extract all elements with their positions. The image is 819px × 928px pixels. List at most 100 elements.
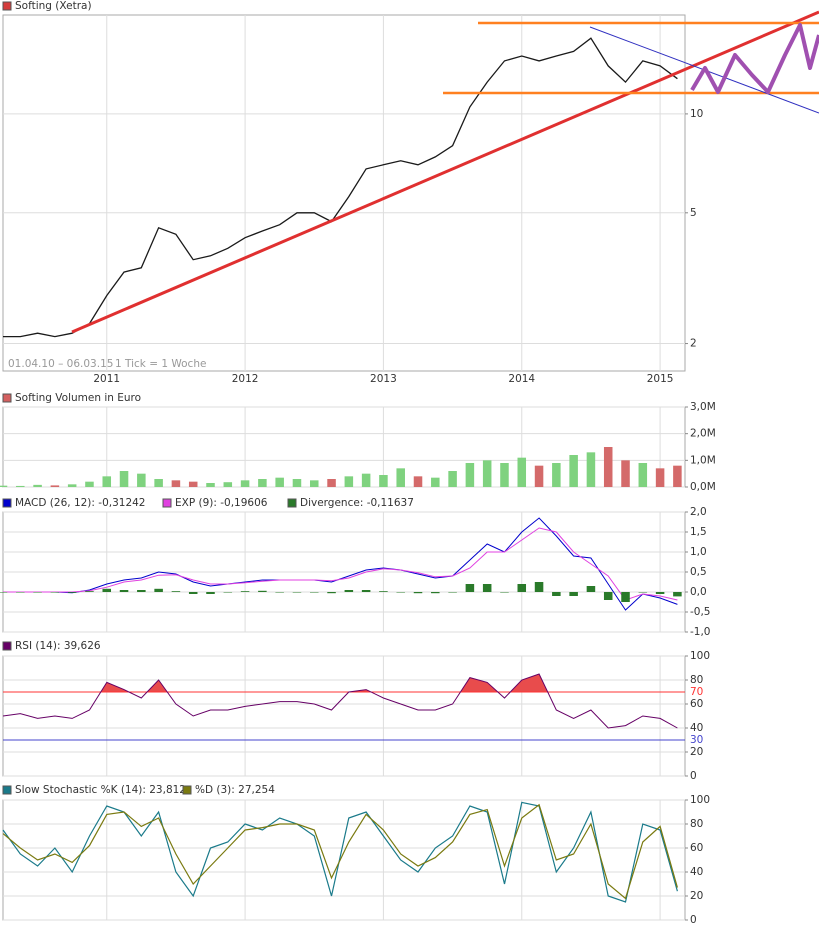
bar — [223, 592, 233, 593]
y-tick-label: 60 — [690, 842, 703, 854]
y-tick-label: 2 — [690, 338, 697, 350]
trend-line — [71, 10, 819, 334]
drawn-annotations — [71, 10, 819, 334]
y-tick-label: 100 — [690, 794, 710, 806]
data-line — [2, 673, 678, 729]
bar — [137, 473, 146, 487]
bar — [240, 591, 250, 592]
legend-swatch — [162, 498, 172, 508]
y-tick-label: 40 — [690, 866, 703, 878]
bar — [85, 481, 94, 487]
legend-label: MACD (26, 12): -0,31242 — [15, 497, 146, 509]
bar — [448, 592, 457, 593]
y-tick-label: 60 — [690, 698, 703, 710]
legend-label: %D (3): 27,254 — [195, 784, 275, 796]
bar — [102, 588, 112, 592]
bar — [309, 592, 319, 593]
title-swatch — [2, 641, 12, 651]
x-tick-label: 2011 — [93, 373, 120, 385]
bar — [500, 592, 509, 593]
bar — [327, 479, 336, 487]
bar — [413, 592, 423, 594]
bar — [379, 591, 388, 592]
bar — [621, 592, 630, 602]
bar — [673, 592, 682, 597]
bar — [482, 584, 492, 592]
y-tick-label: 3,0M — [690, 401, 716, 413]
bar — [603, 592, 613, 600]
bar — [465, 463, 475, 487]
y-tick-label: 80 — [690, 818, 703, 830]
bar — [223, 482, 233, 487]
bar — [569, 455, 578, 487]
y-tick-label: 2,0 — [690, 506, 707, 518]
bar — [292, 592, 302, 593]
bar — [16, 592, 25, 593]
data-line — [3, 37, 678, 338]
panel-title: Softing Volumen in Euro — [15, 392, 141, 404]
panel-title: RSI (14): 39,626 — [15, 640, 101, 652]
projection-zigzag — [690, 23, 819, 94]
title-swatch — [2, 393, 12, 403]
bar — [171, 480, 181, 487]
legend-label: Divergence: -0,11637 — [300, 497, 414, 509]
bar — [586, 586, 596, 592]
bar — [344, 590, 354, 592]
bar — [482, 460, 492, 487]
bar — [534, 582, 544, 592]
bar — [586, 452, 596, 487]
panel-title: Softing (Xetra) — [15, 0, 92, 12]
bar — [188, 592, 198, 594]
title-swatch — [2, 1, 12, 11]
bar — [361, 473, 371, 487]
bar — [67, 592, 77, 593]
bar — [327, 592, 336, 594]
y-tick-label: -1,0 — [690, 626, 711, 638]
bar — [569, 592, 578, 596]
bar — [655, 468, 665, 487]
bar — [500, 463, 509, 487]
bar — [344, 476, 354, 487]
y-tick-label: 0,0M — [690, 481, 716, 493]
legend-label: EXP (9): -0,19606 — [175, 497, 268, 509]
bar — [33, 484, 42, 487]
y-tick-label: 1,0M — [690, 454, 716, 466]
x-tick-label: 2013 — [370, 373, 397, 385]
overbought-fill — [3, 674, 678, 692]
x-tick-label: 2015 — [647, 373, 674, 385]
y-tick-label: 100 — [690, 650, 710, 662]
y-tick-label: 0 — [690, 770, 697, 782]
bar — [16, 485, 25, 487]
x-tick-label: 2012 — [232, 373, 259, 385]
plot-frame — [2, 406, 686, 488]
bar — [552, 463, 561, 487]
bar — [102, 476, 112, 487]
bar — [361, 590, 371, 592]
bar — [552, 592, 561, 596]
bar — [638, 463, 648, 487]
date-range: 01.04.10 – 06.03.15 — [8, 358, 113, 370]
bar — [85, 591, 94, 592]
plot-frame — [2, 655, 686, 777]
bar — [517, 584, 527, 592]
y-tick-label: 0,5 — [690, 566, 707, 578]
data-line — [2, 801, 678, 903]
y-tick-label: 1,5 — [690, 526, 707, 538]
tick-note: 1 Tick = 1 Woche — [115, 358, 206, 370]
bar — [465, 584, 475, 592]
bar — [119, 471, 129, 487]
bar — [137, 590, 146, 592]
bar — [0, 485, 8, 487]
bar — [431, 592, 440, 594]
y-tick-label: 20 — [690, 746, 703, 758]
y-tick-label: 80 — [690, 674, 703, 686]
bar — [188, 481, 198, 487]
y-tick-label: -0,5 — [690, 606, 711, 618]
bar — [50, 485, 60, 487]
bar — [309, 480, 319, 487]
bar — [603, 447, 613, 487]
data-line — [3, 527, 678, 601]
bar — [448, 471, 457, 487]
y-tick-label: 1,0 — [690, 546, 707, 558]
bar — [50, 592, 60, 593]
